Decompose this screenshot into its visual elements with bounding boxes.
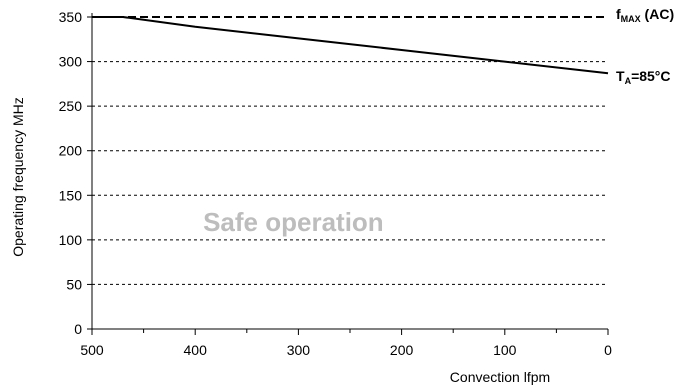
series-label-main: T bbox=[616, 68, 625, 84]
y-tick-label-50: 50 bbox=[66, 276, 82, 292]
fmax-label: fMAX (AC) bbox=[616, 6, 674, 24]
axes bbox=[87, 13, 609, 335]
series-labels: TA=85°C fMAX (AC) bbox=[616, 6, 674, 86]
y-tick-label-250: 250 bbox=[59, 98, 83, 114]
series-label-sub: MAX bbox=[621, 14, 641, 24]
y-axis-title: Operating frequency MHz bbox=[10, 97, 26, 257]
series-label-rest: =85°C bbox=[631, 68, 670, 84]
x-tick-label-200: 200 bbox=[390, 342, 414, 358]
x-tick-label-400: 400 bbox=[184, 342, 208, 358]
series-label-rest: (AC) bbox=[641, 6, 674, 22]
tick-labels: 0 50 100 150 200 250 300 350 500 400 300 200 100 0 bbox=[59, 9, 612, 358]
y-tick-label-150: 150 bbox=[59, 187, 83, 203]
y-tick-label-100: 100 bbox=[59, 232, 83, 248]
series-label-sub: A bbox=[625, 76, 632, 86]
y-tick-label-300: 300 bbox=[59, 54, 83, 70]
x-axis-title: Convection lfpm bbox=[450, 369, 550, 385]
ta85-label: TA=85°C bbox=[616, 68, 671, 86]
grid-lines bbox=[92, 61, 608, 285]
y-tick-label-350: 350 bbox=[59, 9, 83, 25]
x-tick-label-500: 500 bbox=[80, 342, 104, 358]
series-label-main: f bbox=[616, 6, 621, 22]
x-tick-label-300: 300 bbox=[287, 342, 311, 358]
safe-operation-label: Safe operation bbox=[203, 207, 384, 237]
series-line-ta85 bbox=[92, 16, 609, 75]
y-tick-label-200: 200 bbox=[59, 143, 83, 159]
series-lines bbox=[92, 16, 609, 75]
x-tick-label-0: 0 bbox=[604, 342, 612, 358]
y-tick-label-0: 0 bbox=[74, 321, 82, 337]
x-tick-label-100: 100 bbox=[493, 342, 517, 358]
